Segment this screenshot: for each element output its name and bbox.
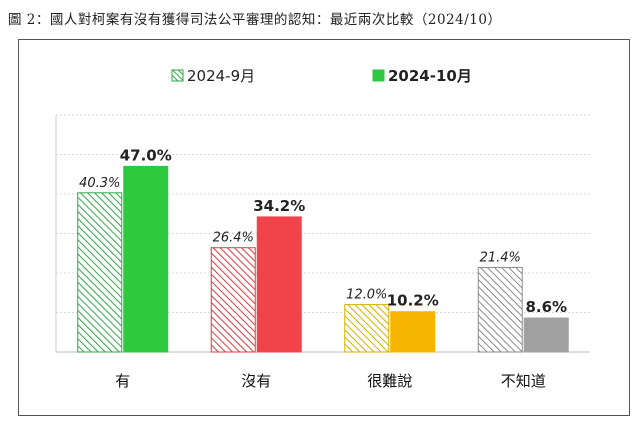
bar-oct-2	[256, 216, 302, 353]
bar-sep-3	[344, 304, 390, 353]
bar-sep-2	[210, 247, 256, 353]
data-label-oct-3: 10.2%	[387, 292, 439, 310]
figure-title: 圖 2：國人對柯案有沒有獲得司法公平審理的認知：最近兩次比較（2024/10）	[8, 12, 502, 28]
category-label: 很難說	[367, 372, 412, 390]
legend-label-sep: 2024-9月	[187, 67, 255, 85]
legend-swatch-oct	[372, 69, 385, 82]
data-label-sep-2: 26.4%	[213, 231, 254, 246]
bar-oct-4	[523, 317, 569, 353]
category-label: 不知道	[501, 372, 546, 390]
data-label-oct-4: 8.6%	[525, 298, 567, 316]
data-label-sep-1: 40.3%	[79, 176, 120, 191]
data-label-sep-4: 21.4%	[480, 250, 521, 265]
data-label-oct-1: 47.0%	[120, 146, 172, 164]
data-label-oct-2: 34.2%	[253, 197, 305, 215]
category-label: 沒有	[241, 372, 271, 390]
bar-oct-1	[123, 165, 169, 353]
bar-sep-1	[77, 192, 123, 353]
legend-swatch-sep	[171, 69, 184, 82]
legend: 2024-9月 2024-10月	[171, 67, 472, 85]
legend-label-oct: 2024-10月	[388, 67, 472, 85]
bars: 40.3%47.0% 有 26.4% 34.2% 沒有 12.0% 10.2% 很難說 21.4…	[77, 146, 569, 390]
chart-frame	[18, 39, 630, 416]
category-label: 有	[115, 372, 130, 390]
bar-oct-3	[390, 311, 436, 353]
data-label-sep-3: 12.0%	[346, 288, 387, 303]
bar-sep-4	[477, 266, 523, 353]
